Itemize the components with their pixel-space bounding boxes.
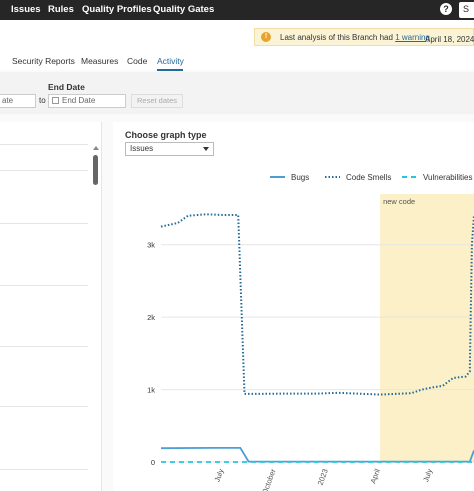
list-divider — [0, 170, 88, 171]
list-divider — [0, 223, 88, 224]
nav-issues[interactable]: Issues — [11, 4, 41, 15]
chart-legend: Bugs Code Smells Vulnerabilities — [270, 173, 473, 182]
x-tick-label: 2023 — [316, 468, 330, 487]
end-date-placeholder: End Date — [62, 96, 96, 105]
scroll-up-arrow-icon[interactable] — [93, 146, 99, 150]
analysis-warning-banner: ! Last analysis of this Branch had 1 war… — [254, 28, 474, 46]
tab-code[interactable]: Code — [127, 56, 148, 66]
scrollbar-thumb[interactable] — [93, 155, 98, 185]
issues-chart: Bugs Code Smells Vulnerabilities new code … — [147, 173, 474, 491]
search-hint: S — [463, 4, 470, 14]
nav-quality-profiles[interactable]: Quality Profiles — [82, 4, 152, 15]
graph-type-label: Choose graph type — [125, 130, 207, 140]
warning-message: Last analysis of this Branch had 1 warni… — [280, 33, 430, 42]
end-date-input[interactable]: End Date — [48, 94, 126, 108]
nav-quality-gates[interactable]: Quality Gates — [153, 4, 215, 15]
calendar-icon — [52, 97, 59, 104]
tab-security-reports[interactable]: Security Reports — [12, 56, 75, 66]
analysis-date: April 18, 2024 a — [425, 35, 474, 44]
chevron-down-icon — [203, 147, 209, 151]
history-list-panel — [0, 122, 102, 491]
help-icon[interactable]: ? — [440, 3, 452, 15]
list-divider — [0, 346, 88, 347]
legend-label-vulnerabilities: Vulnerabilities — [423, 173, 473, 182]
tab-bar: Security Reports Measures Code Activity — [0, 56, 474, 70]
y-tick-label: 0 — [151, 458, 155, 467]
list-divider — [0, 144, 88, 145]
x-tick-label: April — [368, 467, 382, 484]
x-tick-label: July — [421, 467, 434, 483]
x-tick-label: October — [260, 467, 278, 491]
series-line-bugs — [160, 446, 474, 463]
graph-panel: Choose graph type Issues Bugs Code Smells… — [113, 122, 474, 491]
list-divider — [0, 285, 88, 286]
series-lines — [160, 213, 474, 463]
page-header: ! Last analysis of this Branch had 1 war… — [0, 20, 474, 70]
list-divider — [0, 469, 88, 470]
x-tick-label: July — [212, 467, 225, 483]
top-navigation: Issues Rules Quality Profiles Quality Ga… — [0, 0, 474, 20]
search-input[interactable]: S — [459, 2, 474, 18]
series-line-code-smells — [160, 213, 474, 396]
tab-measures[interactable]: Measures — [81, 56, 119, 66]
graph-type-value: Issues — [130, 144, 154, 153]
graph-type-select[interactable]: Issues — [125, 142, 214, 156]
to-label: to — [39, 96, 46, 105]
date-filter-bar: End Date ate to End Date Reset dates — [0, 72, 474, 114]
reset-dates-button[interactable]: Reset dates — [131, 94, 183, 108]
start-date-input[interactable]: ate — [0, 94, 36, 108]
tab-activity[interactable]: Activity — [157, 56, 184, 66]
y-axis-ticks: 3k 2k 1k 0 — [147, 241, 155, 467]
nav-rules[interactable]: Rules — [48, 4, 74, 15]
warning-text: Last analysis of this Branch had — [280, 33, 393, 42]
list-divider — [0, 406, 88, 407]
y-tick-label: 1k — [147, 386, 155, 395]
warning-link[interactable]: 1 warning — [395, 33, 430, 42]
new-code-area — [380, 194, 474, 462]
warning-icon: ! — [261, 32, 271, 42]
x-axis-ticks: July October 2023 April July — [212, 467, 434, 491]
legend-label-bugs: Bugs — [291, 173, 309, 182]
y-tick-label: 2k — [147, 313, 155, 322]
legend-label-code-smells: Code Smells — [346, 173, 391, 182]
end-date-label: End Date — [48, 82, 85, 92]
active-tab-indicator — [157, 69, 183, 71]
y-tick-label: 3k — [147, 241, 155, 250]
new-code-label: new code — [383, 197, 415, 206]
start-date-value: ate — [2, 96, 14, 105]
